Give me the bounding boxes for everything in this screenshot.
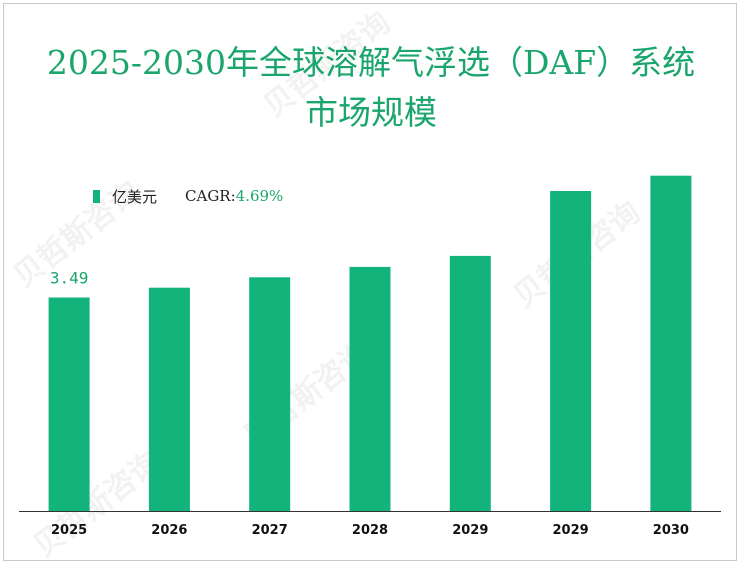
bar-2027	[249, 277, 291, 511]
legend: 亿美元 CAGR: 4.69%	[93, 186, 283, 206]
legend-swatch	[93, 189, 100, 203]
bar-2029	[550, 191, 592, 511]
legend-unit-label: 亿美元	[112, 187, 158, 206]
x-tick-label: 2029	[553, 523, 589, 538]
cagr-value: 4.69%	[235, 187, 284, 205]
chart-title: 2025-2030年全球溶解气浮选（DAF）系统 市场规模	[0, 38, 742, 138]
bar-2030	[650, 175, 692, 511]
x-tick-label: 2025	[51, 523, 87, 538]
x-tick-label: 2027	[252, 523, 288, 538]
x-tick-label: 2030	[653, 523, 689, 538]
x-tick-label: 2029	[452, 523, 488, 538]
x-tick-label: 2026	[151, 523, 187, 538]
chart-title-line-1: 2025-2030年全球溶解气浮选（DAF）系统	[46, 43, 696, 82]
bar-2029	[449, 255, 491, 511]
bar-2028	[349, 266, 391, 511]
x-tick-label: 2028	[352, 523, 388, 538]
data-label-2025: 3.49	[50, 269, 89, 288]
chart-title-line-2: 市场规模	[305, 93, 437, 132]
bar-2026	[148, 287, 190, 511]
bar-2025	[48, 297, 90, 511]
cagr-label: CAGR:	[185, 187, 236, 205]
